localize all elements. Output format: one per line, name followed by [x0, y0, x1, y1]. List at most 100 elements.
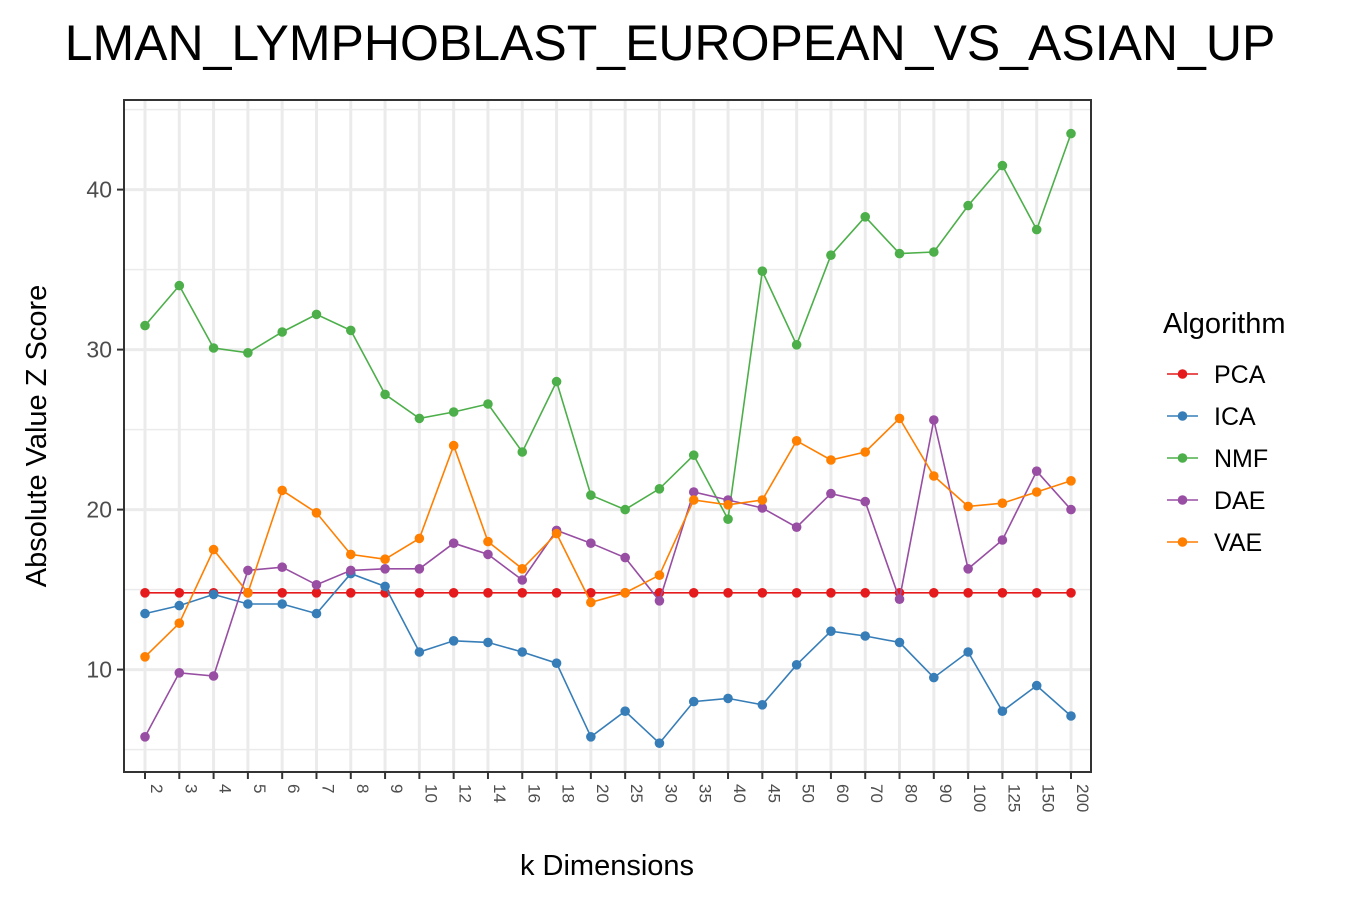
- legend-key-point: [1177, 453, 1188, 463]
- legend-label-nmf: NMF: [1214, 445, 1268, 473]
- data-point-nmf: [826, 250, 836, 260]
- data-point-vae: [174, 618, 185, 628]
- legend-title: Algorithm: [1163, 308, 1286, 340]
- legend-key-point: [1177, 411, 1188, 421]
- x-tick-label: 100: [970, 784, 989, 812]
- data-point-nmf: [929, 247, 939, 257]
- legend-key-point: [1177, 537, 1188, 547]
- x-tick-label: 20: [593, 784, 612, 803]
- data-point-nmf: [1066, 128, 1076, 139]
- data-point-ica: [208, 589, 219, 600]
- data-point-pca: [586, 588, 596, 598]
- x-tick-label: 45: [764, 784, 783, 803]
- data-point-ica: [894, 637, 905, 648]
- data-point-pca: [277, 588, 287, 598]
- data-point-ica: [791, 660, 802, 670]
- data-point-vae: [1066, 476, 1076, 486]
- x-tick-label: 6: [284, 784, 303, 793]
- data-point-dae: [483, 549, 493, 560]
- data-point-nmf: [620, 504, 630, 515]
- data-point-pca: [448, 588, 459, 598]
- data-point-vae: [860, 447, 871, 457]
- data-point-vae: [757, 495, 768, 505]
- data-point-nmf: [277, 327, 287, 337]
- x-tick-label: 12: [456, 784, 475, 803]
- data-point-nmf: [688, 450, 699, 461]
- x-tick-label: 2: [147, 784, 166, 793]
- data-point-ica: [586, 732, 596, 742]
- data-point-vae: [140, 652, 150, 662]
- data-point-pca: [723, 588, 733, 598]
- x-tick-label: 25: [627, 784, 646, 803]
- data-point-nmf: [414, 413, 425, 424]
- data-point-vae: [311, 508, 322, 518]
- data-point-ica: [929, 672, 939, 683]
- data-point-vae: [688, 495, 699, 505]
- data-point-vae: [1031, 487, 1042, 497]
- series-line-vae: [144, 417, 1072, 658]
- data-point-nmf: [345, 325, 356, 336]
- x-tick-label: 5: [250, 784, 269, 793]
- data-point-pca: [791, 588, 802, 598]
- data-point-dae: [448, 538, 459, 548]
- data-point-ica: [243, 599, 253, 609]
- data-point-ica: [174, 600, 185, 611]
- data-point-dae: [380, 564, 390, 574]
- data-point-dae: [414, 564, 425, 574]
- data-point-ica: [483, 637, 493, 648]
- data-point-dae: [208, 671, 219, 681]
- x-tick-label: 10: [421, 784, 440, 803]
- data-point-ica: [654, 738, 665, 748]
- x-tick-label: 80: [902, 784, 921, 803]
- data-point-pca: [963, 588, 973, 598]
- data-point-dae: [860, 496, 871, 507]
- x-tick-label: 40: [730, 784, 749, 803]
- data-point-dae: [586, 538, 596, 548]
- data-point-ica: [963, 647, 973, 657]
- data-point-vae: [586, 597, 596, 608]
- data-point-vae: [791, 436, 802, 446]
- data-point-dae: [791, 522, 802, 532]
- data-point-dae: [929, 415, 939, 425]
- x-tick-label: 200: [1073, 784, 1092, 812]
- data-point-ica: [620, 706, 630, 716]
- y-tick-label: 30: [86, 337, 112, 363]
- data-point-ica: [723, 693, 733, 704]
- x-axis-label: k Dimensions: [520, 850, 694, 882]
- plot-series: [140, 128, 1076, 748]
- y-axis: 10 20 30 40: [86, 177, 124, 683]
- data-point-nmf: [174, 280, 185, 291]
- data-point-nmf: [997, 160, 1008, 171]
- data-point-nmf: [380, 389, 390, 400]
- x-tick-label: 50: [799, 784, 818, 803]
- legend-label-vae: VAE: [1214, 529, 1262, 557]
- data-point-nmf: [894, 248, 905, 259]
- data-point-pca: [311, 588, 322, 598]
- legend-label-dae: DAE: [1214, 487, 1265, 515]
- data-point-vae: [448, 440, 459, 451]
- data-point-nmf: [243, 348, 253, 358]
- x-tick-label: 70: [867, 784, 886, 803]
- data-point-pca: [929, 588, 939, 598]
- data-point-nmf: [860, 212, 871, 222]
- data-point-pca: [517, 588, 528, 598]
- data-point-dae: [757, 503, 768, 513]
- data-point-nmf: [1031, 224, 1042, 235]
- data-point-dae: [997, 535, 1008, 545]
- data-point-ica: [826, 626, 836, 636]
- data-point-dae: [517, 575, 528, 585]
- x-tick-label: 8: [353, 784, 372, 793]
- data-point-vae: [277, 485, 287, 496]
- data-point-nmf: [208, 343, 219, 353]
- y-tick-label: 20: [86, 497, 112, 523]
- data-point-pca: [414, 588, 425, 598]
- legend-label-ica: ICA: [1214, 403, 1256, 431]
- data-point-vae: [380, 554, 390, 564]
- data-point-ica: [448, 636, 459, 646]
- data-point-pca: [1031, 588, 1042, 598]
- data-point-pca: [997, 588, 1008, 598]
- data-point-vae: [483, 536, 493, 547]
- data-point-pca: [483, 588, 493, 598]
- plot-grid: [124, 100, 1091, 772]
- data-point-pca: [1066, 588, 1076, 598]
